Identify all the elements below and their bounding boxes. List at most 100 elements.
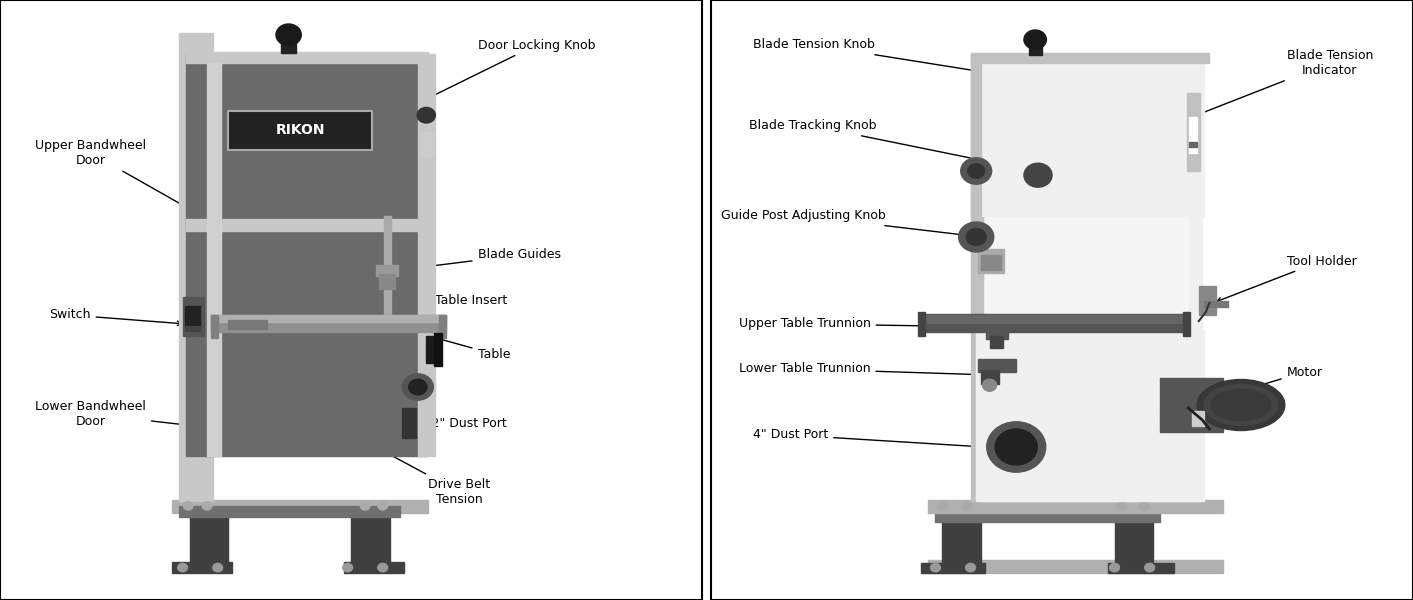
Bar (921, 315, 1188, 323)
Bar (981, 370, 999, 384)
Bar (179, 33, 213, 501)
Bar (978, 359, 1016, 372)
Bar (978, 249, 1005, 273)
Circle shape (962, 502, 972, 511)
Circle shape (377, 502, 387, 510)
Bar (425, 336, 438, 363)
Bar (187, 219, 428, 456)
Text: Drive Belt
Tension: Drive Belt Tension (360, 439, 490, 506)
Bar (189, 510, 229, 567)
Bar (229, 320, 267, 329)
Bar (421, 132, 434, 156)
Bar (434, 333, 442, 366)
Bar (376, 265, 398, 276)
Bar (971, 53, 1210, 63)
Circle shape (1145, 563, 1154, 572)
Bar (1183, 312, 1190, 336)
Bar (981, 255, 1000, 270)
Bar (185, 306, 201, 325)
Bar (187, 52, 428, 63)
Circle shape (417, 107, 435, 123)
Bar (985, 216, 1188, 315)
Bar (211, 315, 218, 338)
Circle shape (1116, 502, 1126, 511)
Text: Upper Table Trunnion: Upper Table Trunnion (739, 317, 995, 331)
Bar (921, 563, 985, 573)
Bar (187, 54, 428, 219)
Bar (350, 510, 390, 567)
Circle shape (931, 563, 941, 572)
Circle shape (184, 502, 194, 510)
Bar (401, 408, 415, 438)
Ellipse shape (1197, 379, 1284, 431)
Circle shape (958, 222, 993, 252)
Text: 4" Dust Port: 4" Dust Port (753, 428, 981, 449)
Bar (211, 315, 447, 322)
Bar (942, 513, 981, 567)
Text: Blade Tension Knob: Blade Tension Knob (753, 38, 998, 76)
Bar (185, 326, 201, 331)
Circle shape (408, 379, 427, 395)
Circle shape (965, 563, 975, 572)
Circle shape (1139, 502, 1149, 511)
Bar (418, 219, 435, 456)
Bar (281, 38, 297, 53)
Text: Table: Table (411, 330, 510, 361)
Circle shape (178, 563, 188, 572)
Bar (928, 560, 1224, 573)
Bar (384, 216, 391, 321)
Bar (1160, 378, 1224, 432)
Text: Lower Bandwheel
Door: Lower Bandwheel Door (35, 400, 191, 428)
Bar (978, 54, 1202, 501)
Bar (935, 511, 1160, 522)
FancyBboxPatch shape (229, 111, 372, 150)
Bar (918, 312, 926, 336)
Bar (172, 500, 428, 513)
Ellipse shape (1211, 389, 1270, 421)
Circle shape (403, 374, 434, 400)
Bar (211, 315, 447, 332)
Bar (921, 314, 1188, 332)
Text: Motor: Motor (1238, 365, 1323, 392)
Bar (345, 562, 404, 573)
Bar (215, 219, 386, 319)
Text: Table Insert: Table Insert (345, 293, 507, 316)
Circle shape (202, 502, 212, 510)
Text: RIKON: RIKON (276, 123, 325, 137)
Text: Tool Holder: Tool Holder (1217, 254, 1356, 302)
Bar (1204, 301, 1228, 307)
Circle shape (995, 429, 1037, 465)
Text: Guide Post Adjusting Knob: Guide Post Adjusting Knob (721, 209, 976, 238)
Bar (1188, 142, 1197, 147)
Bar (439, 315, 447, 338)
Circle shape (1024, 163, 1053, 187)
Bar (986, 328, 1009, 339)
Circle shape (961, 158, 992, 184)
Text: Blade Guides: Blade Guides (380, 248, 561, 274)
Circle shape (968, 164, 985, 178)
Text: 2-1/2" Dust Port: 2-1/2" Dust Port (353, 399, 507, 430)
Text: Door Locking Knob: Door Locking Knob (394, 38, 595, 115)
Circle shape (1109, 563, 1119, 572)
Text: Upper Bandwheel
Door: Upper Bandwheel Door (35, 139, 203, 217)
Bar (379, 274, 394, 289)
Bar (208, 63, 222, 456)
Circle shape (938, 502, 947, 511)
Bar (991, 336, 1003, 348)
Circle shape (986, 422, 1046, 472)
Text: Blade Tension
Indicator: Blade Tension Indicator (1195, 49, 1373, 116)
Bar (187, 219, 428, 231)
Circle shape (377, 563, 387, 572)
Bar (1160, 414, 1181, 426)
Circle shape (343, 563, 352, 572)
Bar (928, 500, 1224, 513)
Circle shape (1024, 30, 1047, 49)
Bar (1188, 117, 1197, 153)
Text: Lower Table Trunnion: Lower Table Trunnion (739, 362, 988, 377)
Circle shape (276, 24, 301, 46)
Bar (418, 54, 435, 219)
Bar (1115, 513, 1153, 567)
Ellipse shape (1204, 385, 1277, 425)
Text: Blade Tracking Knob: Blade Tracking Knob (749, 119, 1016, 169)
Circle shape (360, 502, 370, 510)
